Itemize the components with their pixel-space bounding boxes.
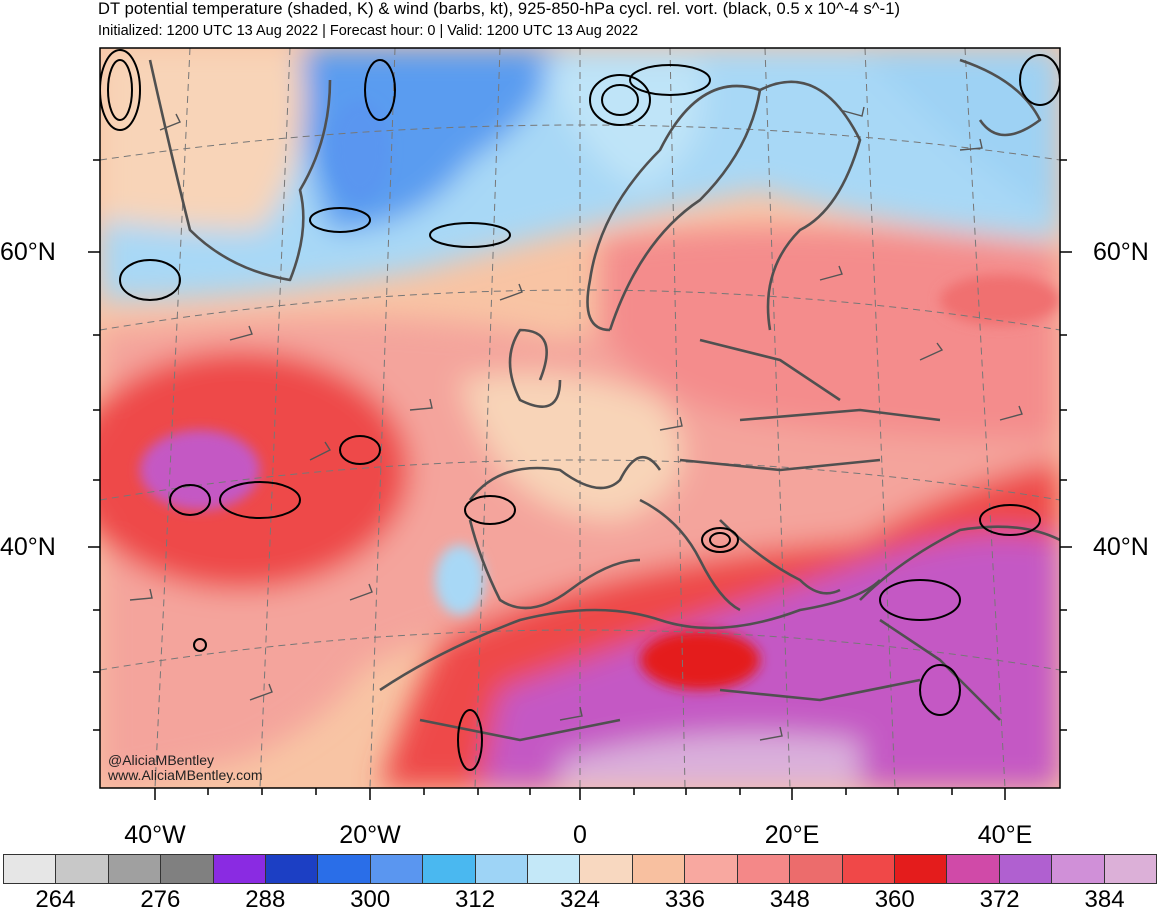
colorbar-swatch xyxy=(1104,855,1156,883)
colorbar-swatch xyxy=(56,855,109,883)
axis-ticks xyxy=(88,159,1072,800)
colorbar-swatch xyxy=(528,855,581,883)
colorbar-swatch xyxy=(475,855,529,883)
colorbar-tick-label: 288 xyxy=(245,886,286,913)
lat-label-40n-right: 40°N xyxy=(1093,533,1149,561)
map-subtitle: Initialized: 1200 UTC 13 Aug 2022 | Fore… xyxy=(98,23,639,39)
colorbar-swatch xyxy=(108,855,162,883)
colorbar-tick-label: 372 xyxy=(979,886,1020,913)
colorbar-swatch xyxy=(1052,855,1105,883)
lon-label-0: 0 xyxy=(573,821,587,849)
colorbar-swatch xyxy=(266,855,319,883)
colorbar-swatch xyxy=(737,855,791,883)
wind-barbs xyxy=(129,106,1023,741)
colorbar-tick-label: 348 xyxy=(769,886,810,913)
colorbar-swatch xyxy=(894,855,948,883)
colorbar-swatch xyxy=(580,855,633,883)
lat-label-60n-left: 60°N xyxy=(0,238,56,266)
colorbar-swatch xyxy=(632,855,686,883)
colorbar-swatch xyxy=(947,855,1000,883)
colorbar xyxy=(3,854,1157,884)
lon-label-20e: 20°E xyxy=(764,821,820,849)
shaded-temperature-field xyxy=(100,48,1060,788)
colorbar-swatch xyxy=(999,855,1053,883)
map-title: DT potential temperature (shaded, K) & w… xyxy=(98,0,901,18)
colorbar-tick-label: 384 xyxy=(1084,886,1125,913)
lon-label-40e: 40°E xyxy=(977,821,1033,849)
lat-label-40n-left: 40°N xyxy=(0,533,56,561)
lat-label-60n-right: 60°N xyxy=(1093,238,1149,266)
colorbar-swatch xyxy=(213,855,267,883)
colorbar-swatch xyxy=(685,855,738,883)
vorticity-contours xyxy=(100,49,1060,771)
colorbar-tick-label: 336 xyxy=(664,886,705,913)
colorbar-swatch xyxy=(790,855,843,883)
colorbar-swatch xyxy=(4,855,57,883)
coastlines xyxy=(148,58,1060,742)
watermark-website: www.AliciaMBentley.com xyxy=(108,767,263,783)
lon-label-40w: 40°W xyxy=(124,821,186,849)
graticule xyxy=(100,48,1060,788)
watermark-handle: @AliciaMBentley xyxy=(108,752,215,768)
colorbar-tick-label: 300 xyxy=(350,886,391,913)
lon-label-20w: 20°W xyxy=(339,821,401,849)
colorbar-swatch xyxy=(842,855,895,883)
colorbar-swatch xyxy=(370,855,424,883)
colorbar-tick-label: 324 xyxy=(559,886,601,913)
colorbar-tick-label: 360 xyxy=(874,886,915,913)
colorbar-tick-label: 264 xyxy=(35,886,76,913)
colorbar-swatch xyxy=(318,855,371,883)
colorbar-swatch xyxy=(161,855,214,883)
colorbar-tick-label: 312 xyxy=(455,886,496,913)
colorbar-tick-label: 276 xyxy=(140,886,181,913)
colorbar-swatch xyxy=(423,855,476,883)
